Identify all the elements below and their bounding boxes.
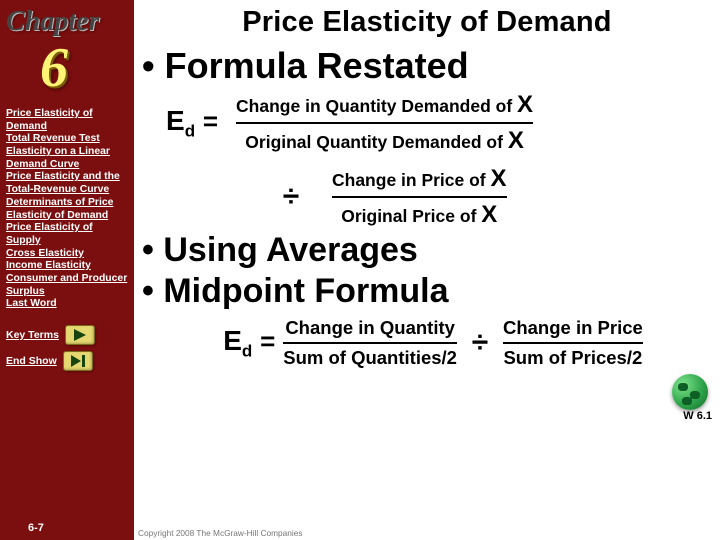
bullet-formula-restated: • Formula Restated xyxy=(142,45,720,87)
toc-link-cross-elasticity[interactable]: Cross Elasticity xyxy=(6,248,129,261)
chapter-word: Chapter xyxy=(6,6,129,38)
key-terms-button[interactable] xyxy=(65,325,95,345)
key-terms-link[interactable]: Key Terms xyxy=(6,329,59,341)
toc-link-linear-demand[interactable]: Elasticity on a Linear Demand Curve xyxy=(6,146,129,171)
nav-button-group: Key Terms End Show xyxy=(6,325,129,371)
page-title: Price Elasticity of Demand xyxy=(134,6,720,39)
end-show-link[interactable]: End Show xyxy=(6,355,57,367)
toc-link-total-revenue-test[interactable]: Total Revenue Test xyxy=(6,133,129,146)
formula-midpoint: Ed = Change in Quantity Sum of Quantitie… xyxy=(146,317,720,369)
midpoint-price-fraction: Change in Price Sum of Prices/2 xyxy=(503,317,643,369)
page-number: 6-7 xyxy=(28,522,44,534)
globe-icon xyxy=(672,374,708,410)
sidebar: Chapter 6 Price Elasticity of Demand Tot… xyxy=(0,0,134,540)
divide-symbol: ÷ xyxy=(276,180,306,214)
price-fraction: Change in Price of X Original Price of X xyxy=(332,165,507,229)
bullet-midpoint-formula: • Midpoint Formula xyxy=(142,272,720,311)
ed-symbol: Ed = xyxy=(166,105,218,142)
chapter-number: 6 xyxy=(40,36,68,100)
bullet-using-averages: • Using Averages xyxy=(142,231,720,270)
main-content: Price Elasticity of Demand • Formula Res… xyxy=(134,0,720,540)
end-show-button[interactable] xyxy=(63,351,93,371)
toc-link-surplus[interactable]: Consumer and Producer Surplus xyxy=(6,273,129,298)
toc-link-total-revenue-curve[interactable]: Price Elasticity and the Total-Revenue C… xyxy=(6,171,129,196)
toc-link-determinants[interactable]: Determinants of Price Elasticity of Dema… xyxy=(6,197,129,222)
chapter-banner: Chapter 6 xyxy=(6,6,129,106)
toc: Price Elasticity of Demand Total Revenue… xyxy=(6,108,129,311)
toc-link-last-word[interactable]: Last Word xyxy=(6,298,129,311)
toc-link-price-elasticity-demand[interactable]: Price Elasticity of Demand xyxy=(6,108,129,133)
toc-link-price-elasticity-supply[interactable]: Price Elasticity of Supply xyxy=(6,222,129,247)
copyright: Copyright 2008 The McGraw-Hill Companies xyxy=(138,528,302,538)
play-icon xyxy=(73,329,87,341)
toc-link-income-elasticity[interactable]: Income Elasticity xyxy=(6,260,129,273)
qty-fraction: Change in Quantity Demanded of X Origina… xyxy=(236,91,533,155)
skip-end-icon xyxy=(70,355,86,367)
midpoint-qty-fraction: Change in Quantity Sum of Quantities/2 xyxy=(283,317,457,369)
formula-percent-change: Ed = Change in Quantity Demanded of X Or… xyxy=(166,91,720,229)
worksheet-reference: W 6.1 xyxy=(683,410,712,422)
